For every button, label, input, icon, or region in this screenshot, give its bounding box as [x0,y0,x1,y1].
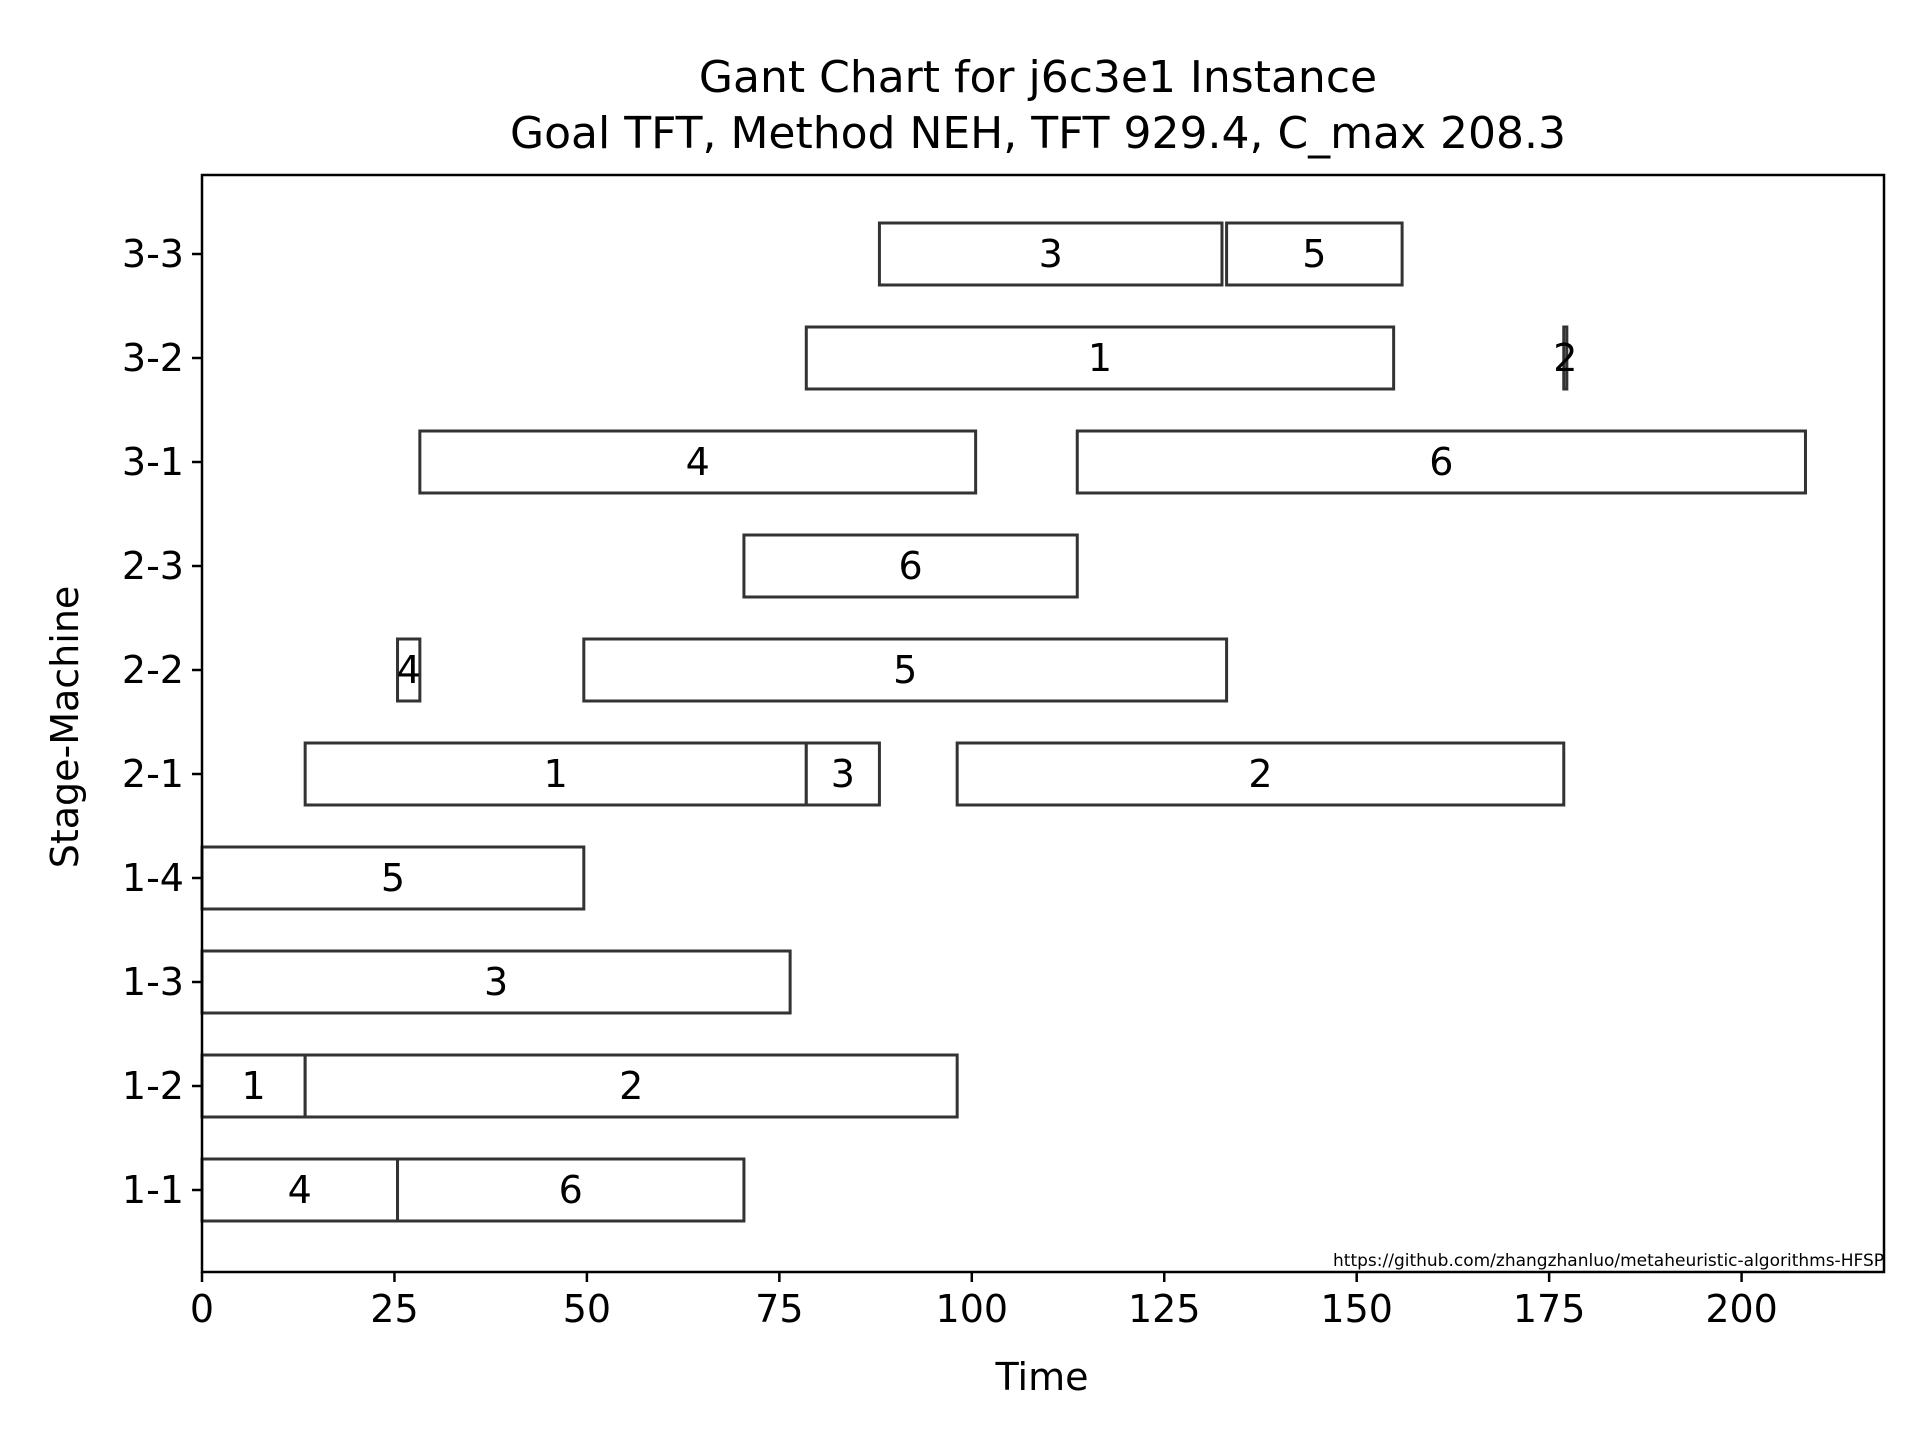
chart-subtitle: Goal TFT, Method NEH, TFT 929.4, C_max 2… [510,108,1566,159]
ticks-layer: 0 25 50 75 100 125 150 175 2001-11-21-31-42-12-2… [122,232,1778,1331]
task-bar: 1 [804,325,1396,391]
y-tick-label: 2-2 [122,648,184,692]
task-bar-label: 5 [893,648,917,692]
x-tick-label: 175 [1513,1287,1586,1331]
task-bar: 3 [200,949,792,1015]
y-tick-label: 3-3 [122,232,184,276]
task-bar-label: 4 [686,440,710,484]
task-bar-label: 6 [1429,440,1453,484]
task-bar-rect [804,741,881,807]
task-bar-rect [303,741,808,807]
chart-title: Gant Chart for j6c3e1 Instance [699,52,1377,103]
task-bar-label: 1 [1088,336,1112,380]
y-tick-label: 3-2 [122,336,184,380]
task-bar-rect [1075,429,1807,495]
task-bar-label: 2 [1248,752,1272,796]
task-bar: 4 [418,429,978,495]
task-bar-label: 5 [1302,232,1326,276]
task-bar: 4 [200,1157,400,1223]
x-tick-label: 75 [755,1287,803,1331]
x-tick-label: 25 [370,1287,418,1331]
y-tick-label: 1-4 [122,856,184,900]
task-bar-label: 5 [381,856,405,900]
plot-area-frame [200,173,1886,1274]
task-bar: 1 [303,741,808,807]
x-tick-label: 200 [1705,1287,1778,1331]
task-bar: 1 [200,1053,307,1119]
task-bar-label: 4 [397,648,421,692]
x-axis-label: Time [995,1355,1089,1399]
x-tick-label: 150 [1320,1287,1393,1331]
task-bar-rect [200,949,792,1015]
task-bar: 2 [303,1053,959,1119]
task-bar: 5 [582,637,1229,703]
task-bar-rect [303,1053,959,1119]
task-bar-rect [396,1157,746,1223]
bars-layer: 4 6 1 2 3 5 1 3 2 4 5 6 4 6 1 2 3 5 [200,221,1807,1223]
task-bar-rect [1225,221,1404,287]
task-bar-label: 3 [831,752,855,796]
y-tick-label: 1-2 [122,1064,184,1108]
task-bar: 6 [1075,429,1807,495]
y-axis-label: Stage-Machine [43,586,87,869]
task-bar-rect [1562,325,1569,391]
y-tick-label: 2-1 [122,752,184,796]
task-bar-label: 2 [619,1064,643,1108]
task-bar-label: 6 [899,544,923,588]
task-bar-rect [396,637,422,703]
task-bar-label: 2 [1553,336,1577,380]
x-tick-label: 100 [936,1287,1009,1331]
watermark-url: https://github.com/zhangzhanluo/metaheur… [1333,1251,1884,1271]
task-bar: 6 [742,533,1079,599]
task-bar-rect [582,637,1229,703]
x-tick-label: 0 [190,1287,214,1331]
task-bar: 3 [804,741,881,807]
task-bar: 5 [1225,221,1404,287]
y-tick-label: 2-3 [122,544,184,588]
task-bar-rect [955,741,1566,807]
task-bar: 6 [396,1157,746,1223]
task-bar-label: 1 [241,1064,265,1108]
y-tick-label: 1-3 [122,960,184,1004]
task-bar: 2 [955,741,1566,807]
task-bar-label: 4 [288,1168,312,1212]
task-bar-label: 6 [559,1168,583,1212]
task-bar-rect [742,533,1079,599]
task-bar-rect [877,221,1224,287]
task-bar: 3 [877,221,1224,287]
y-tick-label: 1-1 [122,1168,184,1212]
task-bar-label: 1 [544,752,568,796]
task-bar-rect [418,429,978,495]
task-bar: 2 [1553,325,1577,391]
task-bar-rect [804,325,1396,391]
x-tick-label: 125 [1128,1287,1201,1331]
task-bar: 4 [396,637,422,703]
task-bar: 5 [200,845,586,911]
y-tick-label: 3-1 [122,440,184,484]
task-bar-label: 3 [1039,232,1063,276]
task-bar-rect [200,1053,307,1119]
x-tick-label: 50 [563,1287,611,1331]
task-bar-label: 3 [484,960,508,1004]
